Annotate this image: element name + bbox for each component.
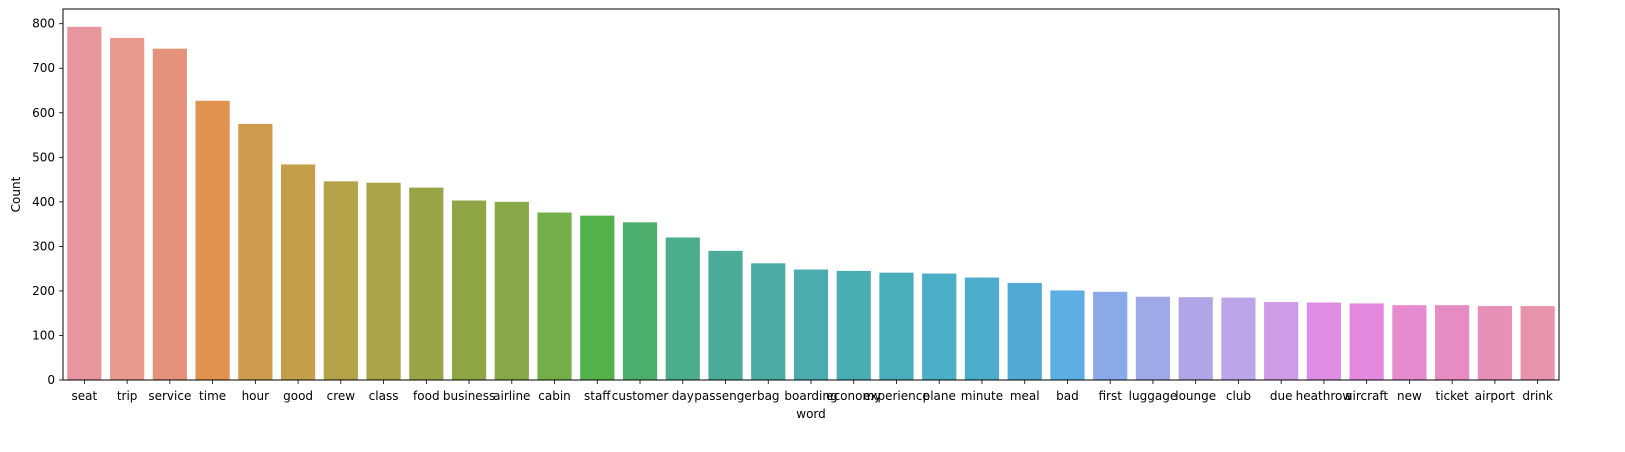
x-tick-label: staff	[584, 389, 611, 403]
y-axis: 0 100 200 300 400 500 600 700 800	[32, 17, 63, 387]
bar-airline	[494, 201, 529, 380]
bar-heathrow	[1306, 302, 1342, 380]
bar-time	[195, 100, 230, 381]
x-tick-label: business	[443, 389, 495, 403]
y-tick-label: 200	[32, 284, 55, 298]
x-tick-label: hour	[242, 389, 270, 403]
bar-class	[366, 182, 401, 380]
bar-due	[1264, 302, 1299, 380]
x-tick-label: luggage	[1129, 389, 1178, 403]
x-tick-label: class	[369, 389, 399, 403]
y-tick-label: 0	[47, 373, 55, 387]
bar-cabin	[537, 212, 572, 380]
x-tick-label: airport	[1475, 389, 1516, 403]
x-tick-label: first	[1098, 389, 1122, 403]
bar-trip	[110, 37, 145, 380]
x-tick-label: customer	[612, 389, 669, 403]
x-tick-label: heathrow	[1296, 389, 1353, 403]
x-tick-label: bag	[757, 389, 780, 403]
bar-passenger	[708, 250, 743, 380]
x-tick-label: experience	[863, 389, 930, 403]
bar-crew	[323, 181, 358, 380]
bar-new	[1392, 305, 1427, 380]
bar-first	[1093, 291, 1128, 380]
bar-hour	[238, 123, 273, 380]
bar-seat	[67, 26, 102, 381]
x-tick-label: time	[199, 389, 226, 403]
bars-layer	[67, 26, 1555, 381]
x-tick-label: new	[1397, 389, 1422, 403]
bar-food	[409, 187, 444, 380]
bar-good	[280, 164, 316, 380]
x-tick-label: seat	[72, 389, 98, 403]
x-tick-label: bad	[1056, 389, 1079, 403]
y-axis-label: Count	[9, 176, 23, 212]
x-tick-label: drink	[1522, 389, 1552, 403]
x-tick-label: airline	[493, 389, 530, 403]
bar-bag	[751, 263, 786, 380]
y-tick-label: 400	[32, 195, 55, 209]
x-axis-label: word	[796, 407, 826, 421]
bar-staff	[580, 215, 615, 380]
bar-minute	[964, 277, 1000, 380]
x-tick-label: trip	[117, 389, 138, 403]
x-tick-label: ticket	[1436, 389, 1470, 403]
bar-ticket	[1435, 305, 1470, 380]
x-tick-label: lounge	[1175, 389, 1216, 403]
bar-customer	[622, 222, 658, 380]
x-tick-label: good	[283, 389, 313, 403]
bar-day	[665, 237, 700, 380]
bar-drink	[1520, 306, 1555, 380]
x-tick-label: economy	[826, 389, 881, 403]
bar-aircraft	[1349, 303, 1384, 380]
x-tick-label: plane	[923, 389, 956, 403]
x-tick-label: cabin	[538, 389, 571, 403]
x-tick-label: service	[148, 389, 191, 403]
x-tick-label: meal	[1010, 389, 1040, 403]
bar-service	[152, 48, 187, 380]
x-tick-label: passenger	[694, 389, 756, 403]
x-tick-label: due	[1270, 389, 1293, 403]
bar-lounge	[1178, 297, 1213, 380]
y-tick-label: 800	[32, 17, 55, 31]
bar-club	[1221, 297, 1256, 380]
bar-bad	[1050, 290, 1085, 380]
x-tick-label: aircraft	[1345, 389, 1388, 403]
bar-business	[451, 200, 487, 380]
bar-plane	[922, 273, 957, 380]
bar-airport	[1477, 306, 1512, 380]
bar-experience	[879, 272, 914, 380]
x-tick-label: day	[672, 389, 694, 403]
x-tick-label: club	[1226, 389, 1251, 403]
bar-luggage	[1135, 296, 1171, 380]
y-tick-label: 300	[32, 239, 55, 253]
x-tick-label: boarding	[784, 389, 837, 403]
y-tick-label: 700	[32, 61, 55, 75]
bar-boarding	[793, 269, 829, 380]
x-tick-label: crew	[327, 389, 356, 403]
bar-meal	[1007, 282, 1042, 380]
x-axis: seat trip service time hour good crew class food…	[72, 380, 1553, 403]
y-tick-label: 600	[32, 106, 55, 120]
x-tick-label: minute	[961, 389, 1003, 403]
y-tick-label: 500	[32, 150, 55, 164]
bar-economy	[836, 270, 871, 380]
y-tick-label: 100	[32, 328, 55, 342]
plot-frame	[62, 8, 1560, 381]
x-tick-label: food	[413, 389, 440, 403]
